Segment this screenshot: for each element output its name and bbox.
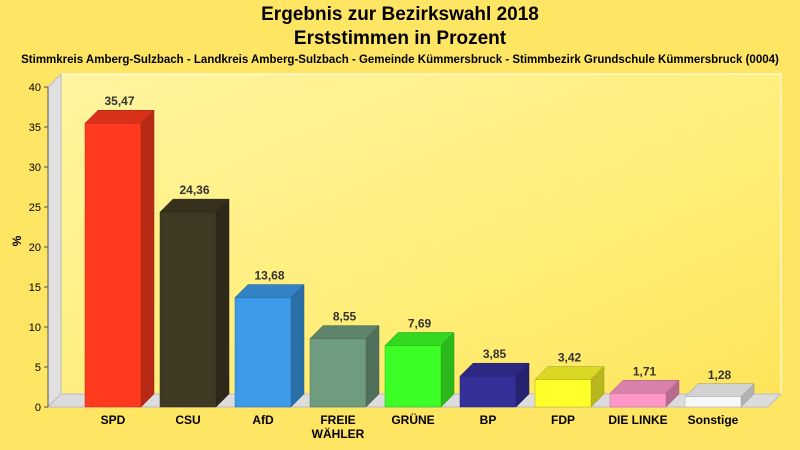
value-label: 3,85: [483, 347, 507, 361]
bar-front: [459, 375, 517, 408]
value-label: 8,55: [333, 310, 357, 324]
bar-afd: [234, 283, 305, 408]
value-label: 7,69: [408, 316, 432, 330]
y-axis: 0 5 10 15 20 25 30 35 40%: [10, 82, 49, 414]
bar-csu: [159, 198, 230, 408]
bar-front: [384, 345, 442, 408]
bar-front: [234, 297, 292, 408]
y-tick-label: 35: [29, 122, 41, 134]
value-label: 13,68: [254, 269, 284, 283]
bar-front: [534, 379, 592, 408]
bar-die-linke: [609, 379, 680, 408]
value-label: 1,71: [633, 364, 657, 378]
y-tick-label: 25: [29, 202, 41, 214]
category-label: FREIE: [320, 413, 355, 427]
y-tick-label: 10: [29, 322, 41, 334]
bar-front: [684, 396, 742, 408]
bar-side: [215, 198, 230, 408]
y-tick-label: 0: [35, 402, 41, 414]
bar-sonstige: [684, 383, 755, 408]
chart-title-line2: Erststimmen in Prozent: [293, 28, 507, 49]
bar-front: [84, 122, 142, 408]
bars: [84, 109, 755, 408]
value-label: 35,47: [104, 94, 134, 108]
bar-front: [609, 393, 667, 408]
bar-front: [309, 338, 367, 408]
y-tick-label: 30: [29, 162, 41, 174]
category-label: WÄHLER: [312, 426, 365, 441]
bar-front: [159, 211, 217, 408]
chart-subtitle: Stimmkreis Amberg-Sulzbach - Landkreis A…: [21, 54, 779, 66]
category-label: GRÜNE: [391, 412, 434, 427]
bar-grüne: [384, 331, 455, 408]
bar-fdp: [534, 366, 605, 408]
category-label: FDP: [551, 413, 575, 427]
category-label: SPD: [101, 413, 126, 427]
category-label: Sonstige: [688, 413, 739, 427]
category-label: AfD: [252, 413, 274, 427]
bar-side: [365, 324, 380, 408]
bar-freie-wähler: [309, 324, 380, 408]
y-tick-label: 20: [29, 242, 41, 254]
chart-title: Ergebnis zur Bezirkswahl 2018: [261, 4, 539, 25]
bar-side: [290, 283, 305, 408]
y-tick-label: 5: [35, 362, 41, 374]
bar-side: [140, 109, 155, 408]
category-label: CSU: [175, 413, 200, 427]
y-tick-label: 15: [29, 282, 41, 294]
category-label: BP: [480, 413, 497, 427]
bar-spd: [84, 109, 155, 408]
y-tick-label: 40: [29, 82, 41, 94]
value-label: 24,36: [179, 183, 209, 197]
plot-side-wall: [47, 72, 62, 409]
value-label: 3,42: [558, 351, 582, 365]
bar-bp: [459, 362, 530, 408]
category-label: DIE LINKE: [608, 413, 667, 427]
value-label: 1,28: [708, 368, 732, 382]
y-axis-label: %: [10, 235, 24, 246]
